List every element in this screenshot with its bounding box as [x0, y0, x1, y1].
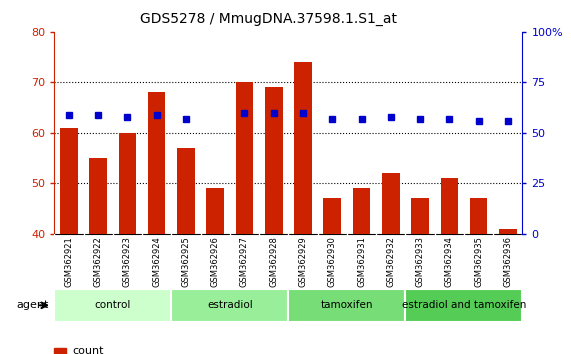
Bar: [353, 188, 370, 354]
Text: estradiol and tamoxifen: estradiol and tamoxifen: [402, 300, 526, 310]
Bar: [294, 62, 312, 354]
Bar: [171, 289, 288, 322]
Bar: [288, 289, 405, 322]
Text: control: control: [95, 300, 131, 310]
Bar: [382, 173, 400, 354]
Bar: [236, 82, 254, 354]
Bar: [441, 178, 458, 354]
Text: estradiol: estradiol: [207, 300, 253, 310]
Bar: [54, 289, 171, 322]
Bar: [323, 198, 341, 354]
Bar: [265, 87, 283, 354]
Bar: [207, 188, 224, 354]
Bar: [60, 128, 78, 354]
Text: GDS5278 / MmugDNA.37598.1.S1_at: GDS5278 / MmugDNA.37598.1.S1_at: [140, 12, 397, 27]
Bar: [54, 348, 66, 354]
Text: count: count: [72, 346, 103, 354]
Bar: [89, 158, 107, 354]
Bar: [405, 289, 522, 322]
Bar: [177, 148, 195, 354]
Bar: [499, 229, 517, 354]
Text: tamoxifen: tamoxifen: [321, 300, 373, 310]
Bar: [411, 198, 429, 354]
Bar: [470, 198, 488, 354]
Bar: [148, 92, 166, 354]
Text: agent: agent: [16, 300, 49, 310]
Bar: [119, 133, 136, 354]
